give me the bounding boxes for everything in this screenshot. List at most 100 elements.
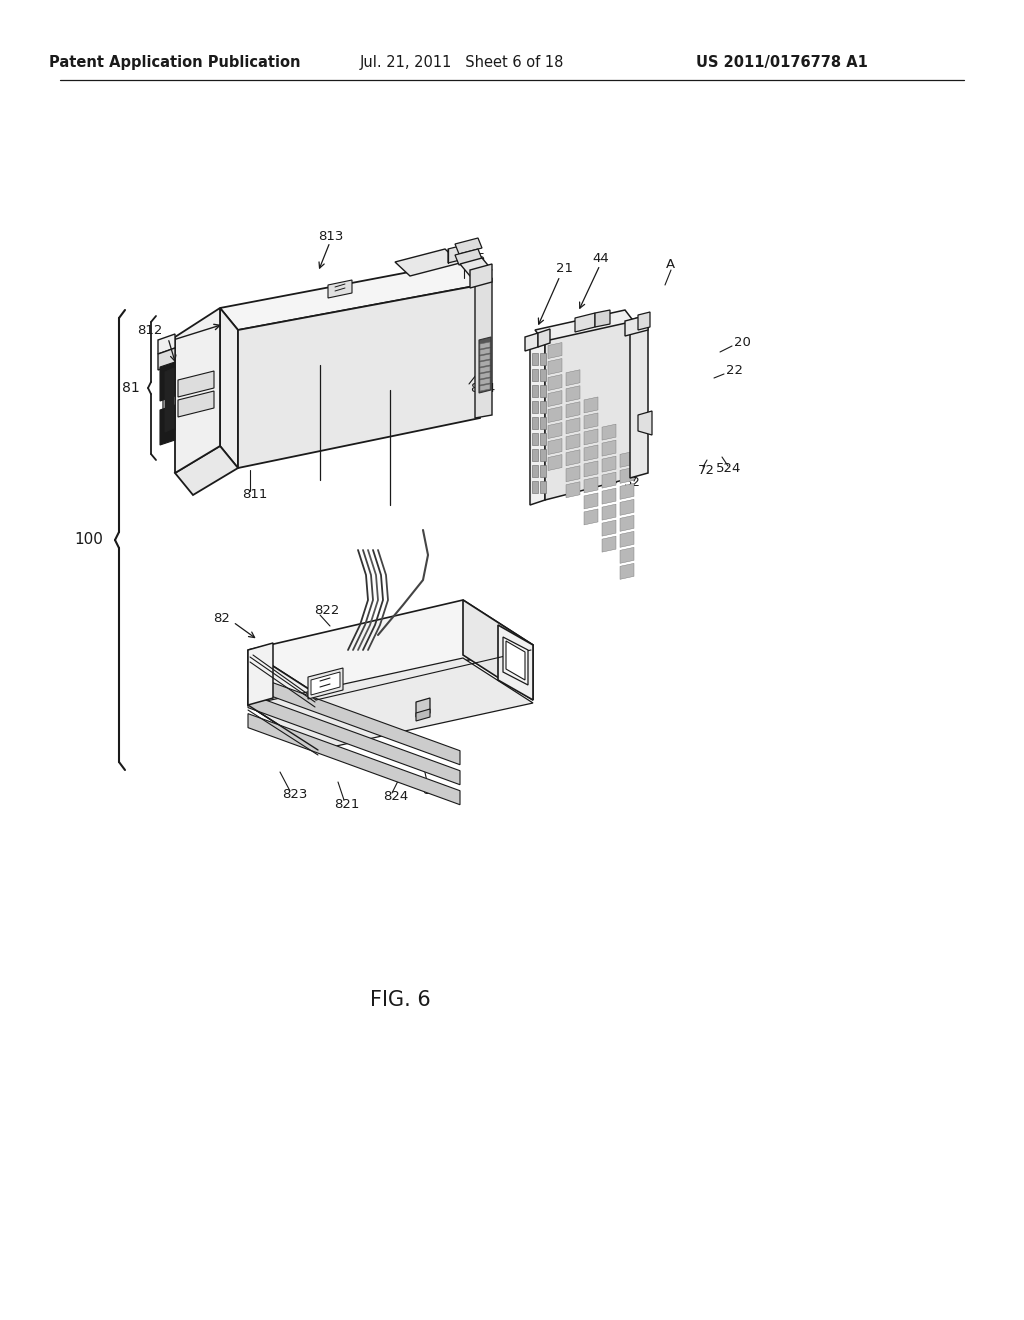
Polygon shape (602, 440, 616, 457)
Polygon shape (548, 342, 562, 359)
Polygon shape (566, 434, 580, 450)
Polygon shape (548, 359, 562, 375)
Polygon shape (158, 334, 175, 354)
Text: 72: 72 (698, 463, 715, 477)
Polygon shape (532, 480, 538, 492)
Polygon shape (532, 352, 538, 366)
Polygon shape (395, 249, 460, 276)
Polygon shape (480, 366, 490, 374)
Polygon shape (506, 642, 525, 680)
Polygon shape (548, 391, 562, 407)
Polygon shape (548, 422, 562, 438)
Text: 32: 32 (624, 475, 641, 488)
Polygon shape (548, 454, 562, 470)
Polygon shape (540, 480, 546, 492)
Polygon shape (602, 457, 616, 473)
Polygon shape (638, 312, 650, 330)
Text: 21: 21 (556, 261, 573, 275)
Polygon shape (178, 371, 214, 397)
Polygon shape (480, 354, 490, 360)
Polygon shape (220, 308, 238, 469)
Polygon shape (532, 465, 538, 477)
Text: 431: 431 (548, 393, 573, 407)
Polygon shape (480, 372, 490, 379)
Polygon shape (238, 285, 480, 469)
Polygon shape (620, 532, 634, 548)
Polygon shape (480, 360, 490, 367)
Polygon shape (532, 385, 538, 397)
Polygon shape (175, 446, 238, 495)
Polygon shape (248, 649, 318, 750)
Text: FIG. 6: FIG. 6 (370, 990, 430, 1010)
Polygon shape (311, 672, 340, 696)
Polygon shape (480, 378, 490, 385)
Text: 825: 825 (422, 784, 447, 796)
Polygon shape (175, 308, 220, 473)
Text: 82: 82 (213, 611, 230, 624)
Polygon shape (248, 657, 534, 750)
Polygon shape (620, 515, 634, 532)
Polygon shape (540, 385, 546, 397)
Polygon shape (525, 333, 538, 351)
Polygon shape (328, 280, 352, 298)
Text: 814: 814 (470, 381, 496, 395)
Polygon shape (178, 391, 214, 417)
Polygon shape (503, 638, 528, 685)
Polygon shape (498, 624, 534, 700)
Polygon shape (548, 407, 562, 422)
Polygon shape (602, 424, 616, 440)
Polygon shape (602, 473, 616, 488)
Polygon shape (470, 264, 492, 288)
Text: 100: 100 (74, 532, 103, 548)
Polygon shape (625, 315, 648, 337)
Polygon shape (535, 310, 635, 343)
Text: 815: 815 (460, 252, 485, 264)
Polygon shape (620, 499, 634, 515)
Polygon shape (548, 438, 562, 454)
Polygon shape (566, 385, 580, 401)
Polygon shape (530, 341, 545, 506)
Polygon shape (220, 261, 480, 330)
Polygon shape (602, 536, 616, 552)
Text: 231: 231 (548, 363, 573, 376)
Polygon shape (248, 601, 534, 696)
Polygon shape (566, 370, 580, 385)
Polygon shape (584, 510, 598, 525)
Text: A: A (666, 259, 675, 272)
Polygon shape (540, 352, 546, 366)
Polygon shape (540, 465, 546, 477)
Polygon shape (455, 249, 482, 265)
Text: 20: 20 (734, 335, 751, 348)
Polygon shape (620, 467, 634, 483)
Polygon shape (248, 643, 273, 705)
Polygon shape (480, 342, 490, 348)
Polygon shape (620, 548, 634, 564)
Text: 822: 822 (314, 603, 339, 616)
Polygon shape (449, 244, 468, 263)
Text: 22: 22 (726, 363, 743, 376)
Polygon shape (620, 451, 634, 467)
Polygon shape (602, 520, 616, 536)
Polygon shape (620, 483, 634, 499)
Polygon shape (248, 693, 460, 784)
Polygon shape (163, 366, 175, 434)
Text: 811: 811 (242, 488, 267, 502)
Polygon shape (248, 714, 460, 805)
Text: Jul. 21, 2011   Sheet 6 of 18: Jul. 21, 2011 Sheet 6 of 18 (359, 54, 564, 70)
Polygon shape (532, 417, 538, 429)
Polygon shape (532, 370, 538, 381)
Polygon shape (584, 397, 598, 413)
Text: 813: 813 (318, 230, 343, 243)
Polygon shape (532, 433, 538, 445)
Polygon shape (463, 601, 534, 700)
Polygon shape (532, 449, 538, 461)
Polygon shape (584, 429, 598, 445)
Polygon shape (566, 450, 580, 466)
Polygon shape (566, 482, 580, 498)
Text: US 2011/0176778 A1: US 2011/0176778 A1 (696, 54, 868, 70)
Polygon shape (595, 310, 610, 327)
Polygon shape (480, 348, 490, 355)
Text: 821: 821 (334, 797, 359, 810)
Polygon shape (584, 445, 598, 461)
Polygon shape (158, 348, 175, 370)
